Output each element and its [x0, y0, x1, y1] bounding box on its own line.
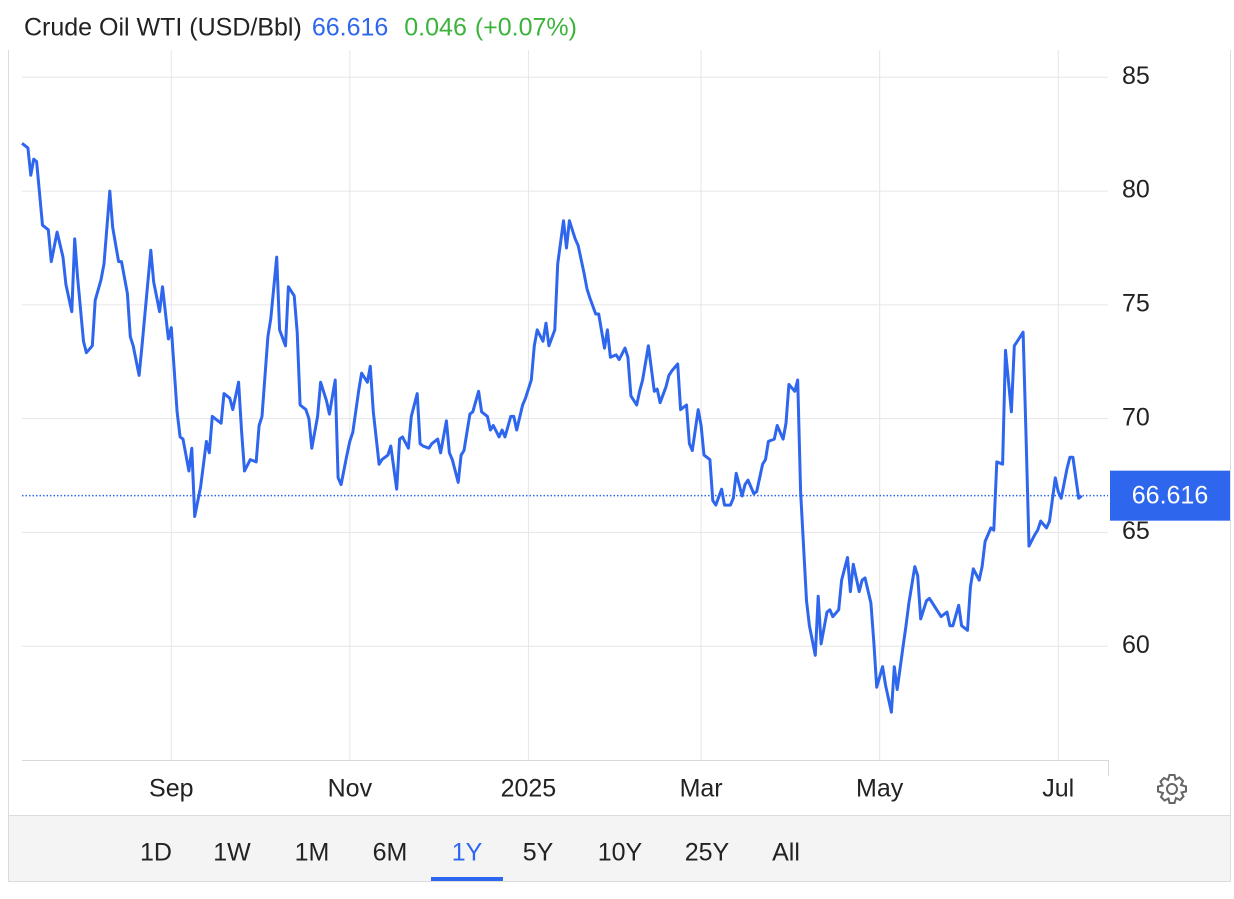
x-tick-label: Mar [680, 775, 723, 803]
range-tab[interactable]: 10Y [598, 839, 643, 867]
y-tick-label: 65 [1122, 517, 1150, 545]
range-tab[interactable]: 1M [295, 839, 330, 867]
last-value-box [1110, 470, 1230, 521]
price-line [21, 142, 1083, 714]
range-tab[interactable]: 25Y [685, 839, 730, 867]
grid [22, 50, 1108, 760]
plot [21, 142, 1108, 714]
change-percent: (+0.07%) [475, 14, 577, 42]
range-tab[interactable]: 1W [213, 839, 251, 867]
x-tick-label: Nov [328, 775, 373, 803]
range-tab[interactable]: 5Y [523, 839, 554, 867]
x-tick-label: May [856, 775, 904, 803]
y-tick-label: 85 [1122, 62, 1150, 90]
range-tabs: 1D 1W 1M 6M 1Y 5Y 10Y 25Y All [140, 839, 800, 881]
range-bar [8, 815, 1231, 882]
last-value: 66.616 [312, 14, 388, 42]
last-value-label: 66.616 [1132, 481, 1208, 509]
y-tick-label: 60 [1122, 631, 1150, 659]
range-tab[interactable]: 6M [373, 839, 408, 867]
x-tick-label: Sep [149, 775, 193, 803]
range-tab[interactable]: 1D [140, 839, 172, 867]
change: 0.046 [404, 14, 467, 42]
range-tab[interactable]: All [772, 839, 800, 867]
settings-icon[interactable] [1157, 774, 1187, 804]
range-tab-underline [431, 877, 503, 881]
range-tab[interactable]: 1Y [452, 839, 483, 867]
y-tick-label: 80 [1122, 176, 1150, 204]
x-tick-label: Jul [1042, 775, 1074, 803]
y-tick-label: 70 [1122, 403, 1150, 431]
chart-title: Crude Oil WTI (USD/Bbl) [24, 14, 302, 42]
y-tick-label: 75 [1122, 289, 1150, 317]
x-tick-label: 2025 [501, 775, 557, 803]
